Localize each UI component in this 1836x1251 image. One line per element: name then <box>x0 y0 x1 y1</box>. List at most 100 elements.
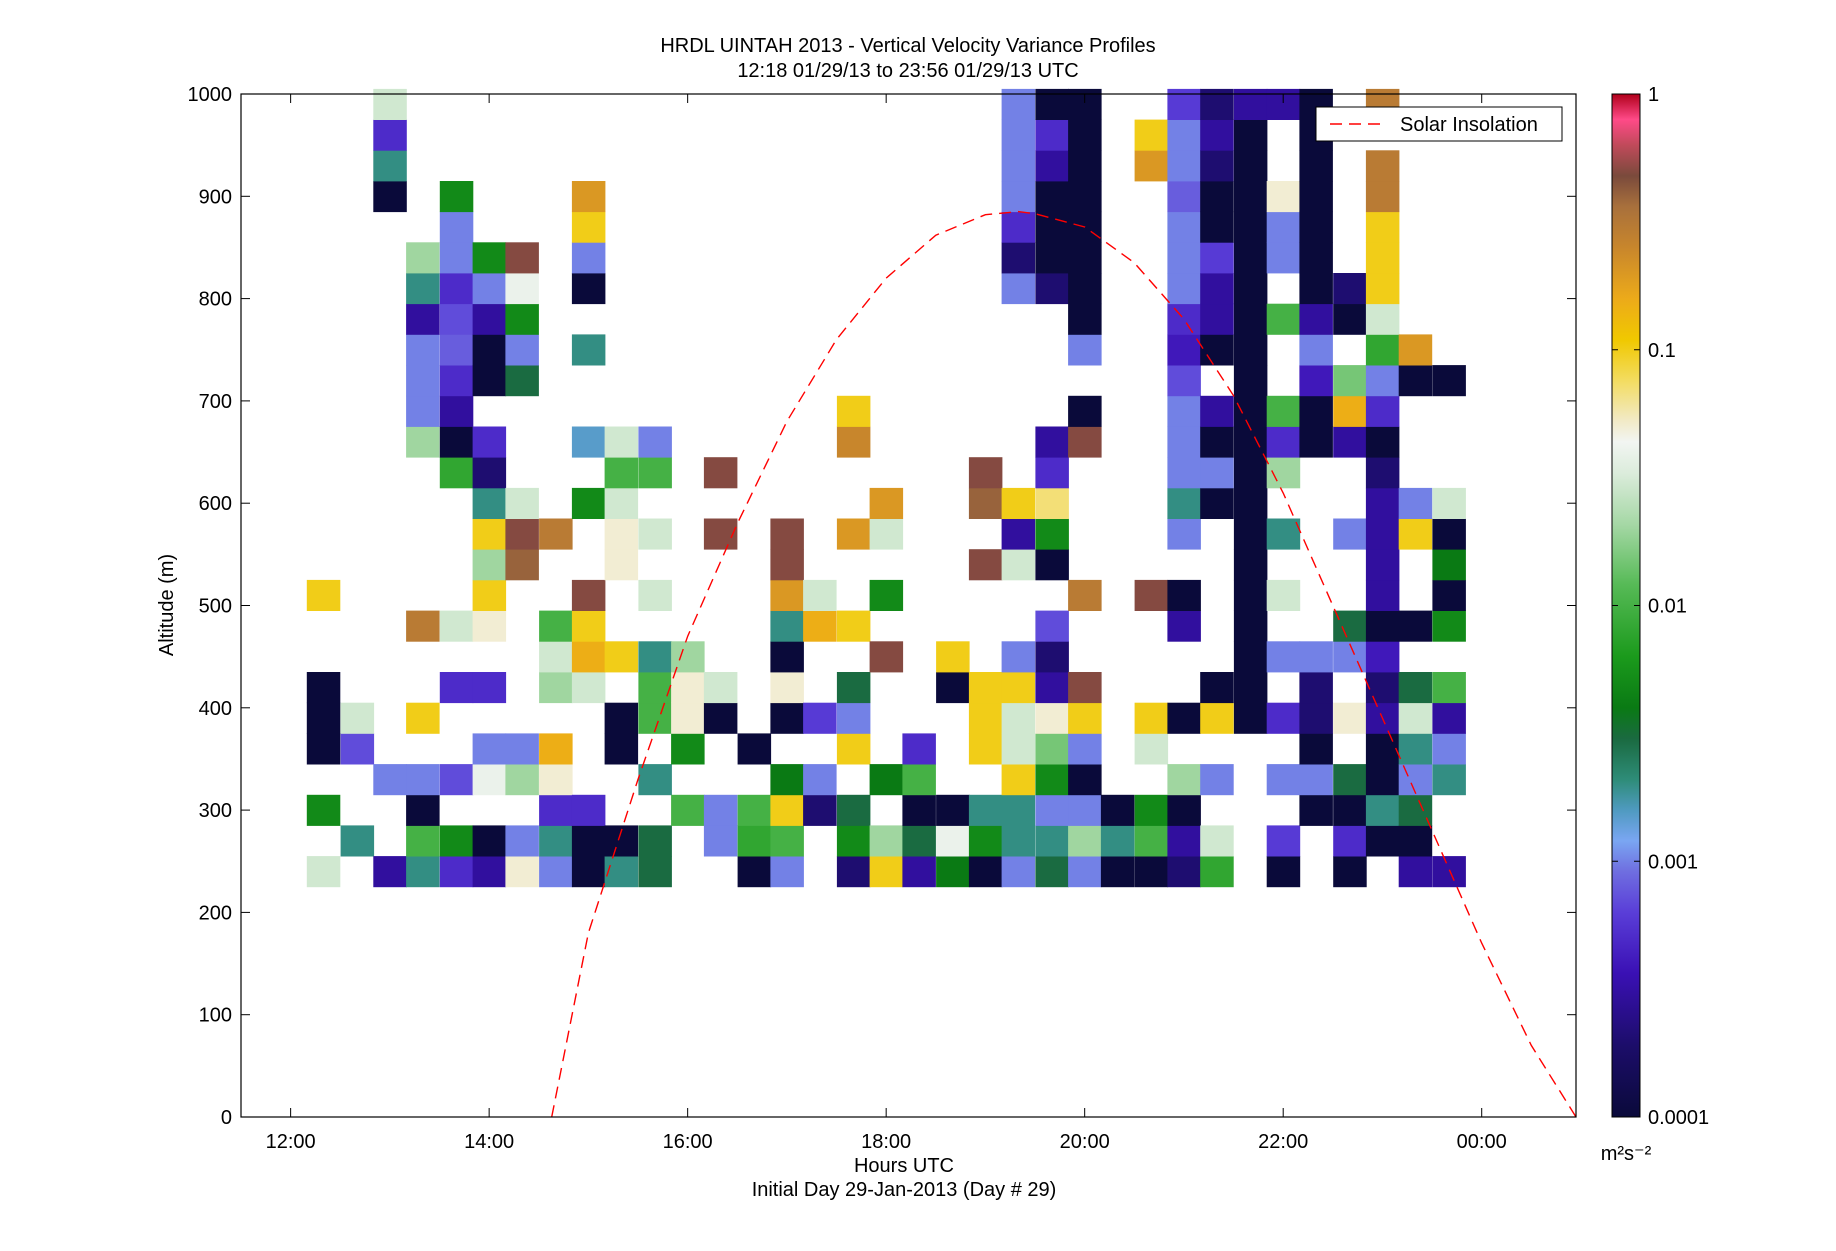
heatmap-cell <box>306 794 341 826</box>
heatmap-cell <box>1134 856 1169 888</box>
heatmap-cell <box>1035 641 1069 673</box>
heatmap-cell <box>1299 764 1333 796</box>
heatmap-cell <box>836 426 871 458</box>
heatmap-cell <box>869 764 904 796</box>
heatmap-cell <box>571 181 606 213</box>
heatmap-cell <box>968 487 1003 519</box>
heatmap-cell <box>1068 825 1102 857</box>
heatmap-cell <box>1299 242 1333 274</box>
heatmap-cell <box>869 518 904 550</box>
heatmap-cell <box>306 702 341 734</box>
heatmap-cell <box>505 518 539 550</box>
heatmap-cell <box>439 334 474 366</box>
heatmap-cell <box>571 426 606 458</box>
heatmap-cell <box>472 334 507 366</box>
heatmap-cell <box>737 794 772 826</box>
colorbar-tick-label: 0.0001 <box>1648 1107 1709 1129</box>
heatmap-cell <box>1365 487 1400 519</box>
heatmap-cell <box>1233 303 1268 335</box>
heatmap-cell <box>803 702 837 734</box>
heatmap-cell <box>340 825 375 857</box>
heatmap-cell <box>472 856 507 888</box>
heatmap-cell <box>1266 825 1301 857</box>
heatmap-cell <box>539 672 573 704</box>
heatmap-cell <box>1365 794 1400 826</box>
heatmap-cell <box>902 733 936 765</box>
heatmap-cell <box>505 487 539 519</box>
heatmap-cell <box>770 549 804 581</box>
heatmap-cell <box>1035 457 1069 489</box>
heatmap-cell <box>439 672 474 704</box>
heatmap-cell <box>1001 733 1036 765</box>
heatmap-cell <box>1167 487 1201 519</box>
heatmap-cell <box>1167 764 1201 796</box>
heatmap-cell <box>1001 764 1036 796</box>
heatmap-cell <box>1068 150 1102 182</box>
heatmap-cell <box>902 856 936 888</box>
x-tick-label: 20:00 <box>1060 1131 1110 1153</box>
heatmap-cell <box>604 856 639 888</box>
heatmap-cell <box>936 825 970 857</box>
legend-label-solar-insolation: Solar Insolation <box>1400 114 1538 136</box>
heatmap-cell <box>406 764 440 796</box>
heatmap-cell <box>1068 579 1102 611</box>
heatmap-cell <box>1001 242 1036 274</box>
heatmap-cell <box>1233 518 1268 550</box>
heatmap-cell <box>638 641 672 673</box>
heatmap-cell <box>1001 181 1036 213</box>
heatmap-cell <box>1134 579 1169 611</box>
y-tick-label: 600 <box>199 493 232 515</box>
heatmap-cell <box>604 426 639 458</box>
heatmap-cell <box>1233 273 1268 305</box>
heatmap-cell <box>1035 825 1069 857</box>
heatmap-cell <box>604 549 639 581</box>
heatmap-cell <box>869 825 904 857</box>
heatmap-cell <box>1035 426 1069 458</box>
heatmap-cell <box>373 150 407 182</box>
heatmap-cell <box>1167 579 1201 611</box>
heatmap-cell <box>1299 733 1333 765</box>
heatmap-cell <box>1001 672 1036 704</box>
heatmap-cell <box>539 641 573 673</box>
heatmap-cell <box>1333 610 1367 642</box>
heatmap-cell <box>1333 794 1367 826</box>
heatmap-cell <box>1100 856 1135 888</box>
heatmap-cell <box>1432 579 1466 611</box>
heatmap-cell <box>1068 273 1102 305</box>
heatmap-cell <box>1068 426 1102 458</box>
heatmap-cell <box>1299 181 1333 213</box>
heatmap-cell <box>406 610 440 642</box>
heatmap-cell <box>1200 242 1234 274</box>
heatmap-cell <box>638 457 672 489</box>
heatmap-cell <box>1266 764 1301 796</box>
heatmap-cell <box>737 825 772 857</box>
heatmap-cell <box>1432 610 1466 642</box>
heatmap-cell <box>1100 794 1135 826</box>
heatmap-cell <box>803 764 837 796</box>
heatmap-cell <box>1299 702 1333 734</box>
heatmap-cell <box>770 579 804 611</box>
heatmap-cell <box>1068 181 1102 213</box>
heatmap-cell <box>869 487 904 519</box>
heatmap-cell <box>1200 426 1234 458</box>
heatmap-cell <box>968 794 1003 826</box>
heatmap-cell <box>1068 119 1102 151</box>
heatmap-cell <box>638 764 672 796</box>
heatmap-cell <box>1068 733 1102 765</box>
heatmap-cell <box>406 242 440 274</box>
heatmap-cell <box>1398 672 1433 704</box>
heatmap-cell <box>1266 426 1301 458</box>
heatmap-cell <box>1299 211 1333 243</box>
heatmap-cell <box>1365 303 1400 335</box>
heatmap-cell <box>1200 825 1234 857</box>
heatmap-cell <box>671 733 705 765</box>
heatmap-cell <box>472 825 507 857</box>
heatmap-cell <box>373 181 407 213</box>
heatmap-cell <box>1398 334 1433 366</box>
heatmap-cell <box>1233 457 1268 489</box>
heatmap-cell <box>571 794 606 826</box>
heatmap-cell <box>571 641 606 673</box>
heatmap-cell <box>1001 211 1036 243</box>
heatmap-cell <box>472 365 507 397</box>
heatmap-cell <box>1266 242 1301 274</box>
